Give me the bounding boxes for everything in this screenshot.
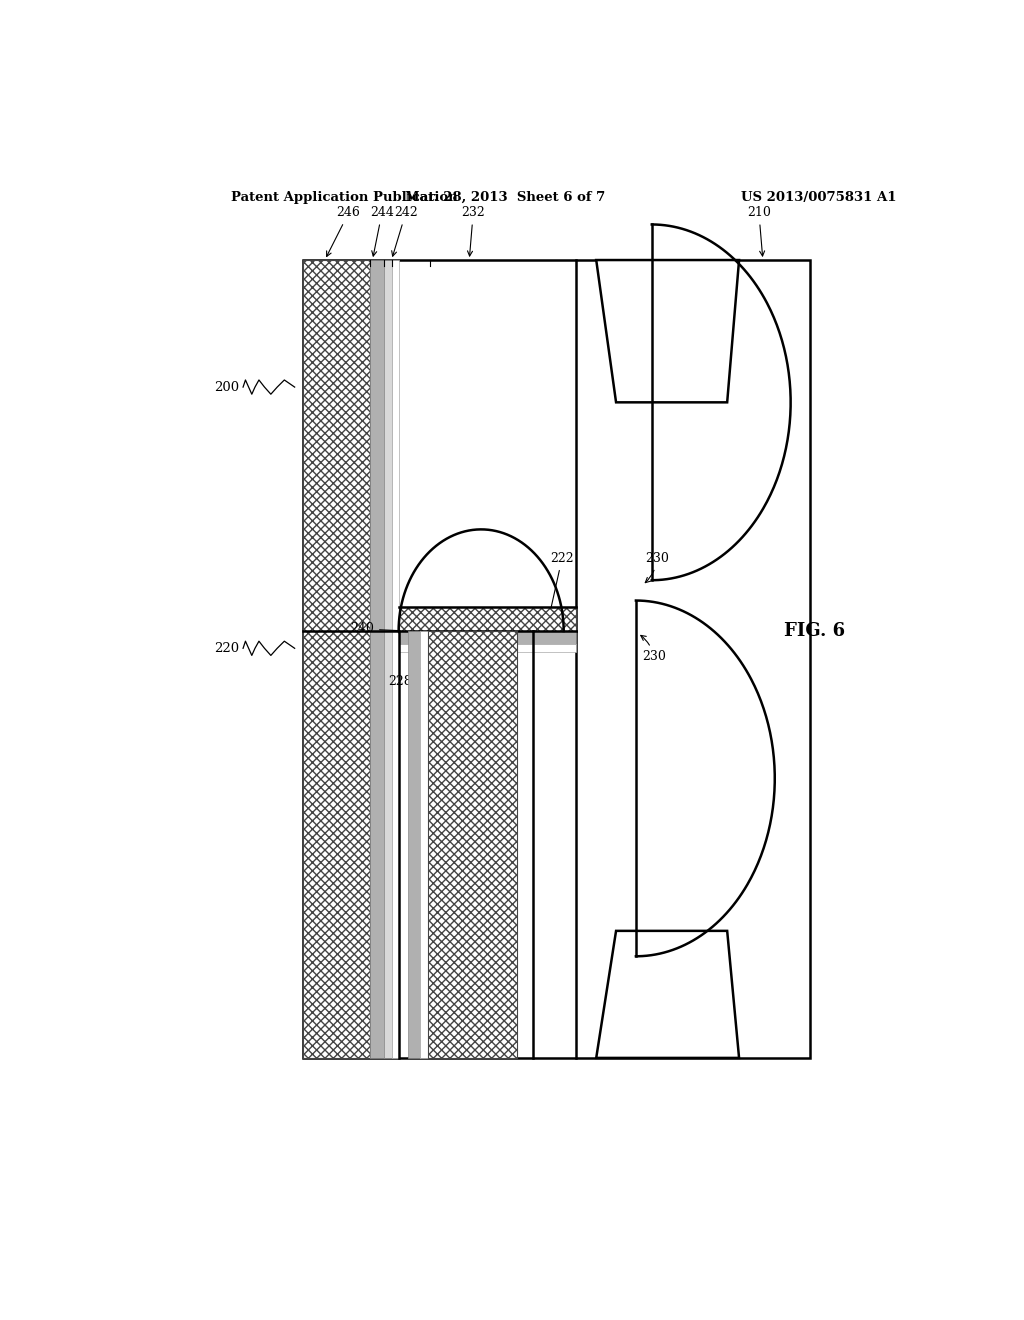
Bar xyxy=(409,631,420,1057)
Bar xyxy=(398,644,577,652)
Bar xyxy=(398,631,577,644)
Text: Patent Application Publication: Patent Application Publication xyxy=(231,190,458,203)
Polygon shape xyxy=(596,931,739,1057)
Bar xyxy=(384,260,392,1057)
Text: Mar. 28, 2013  Sheet 6 of 7: Mar. 28, 2013 Sheet 6 of 7 xyxy=(404,190,605,203)
Bar xyxy=(428,631,517,1057)
Text: 200: 200 xyxy=(214,380,240,393)
Text: 212: 212 xyxy=(643,981,669,993)
Text: 222: 222 xyxy=(547,552,573,622)
Text: 240: 240 xyxy=(350,623,404,635)
Text: 230: 230 xyxy=(645,552,670,582)
Polygon shape xyxy=(596,260,739,403)
Bar xyxy=(420,631,428,1057)
Text: 228: 228 xyxy=(388,663,434,688)
Bar xyxy=(392,260,398,1057)
Text: 224: 224 xyxy=(483,631,521,655)
Text: 230: 230 xyxy=(641,635,667,664)
Text: 212: 212 xyxy=(643,319,669,333)
Text: 242: 242 xyxy=(392,206,418,256)
Text: 244: 244 xyxy=(370,206,394,256)
Text: US 2013/0075831 A1: US 2013/0075831 A1 xyxy=(740,190,896,203)
Text: 246: 246 xyxy=(327,206,360,256)
Text: FIG. 6: FIG. 6 xyxy=(784,622,845,640)
Text: 232: 232 xyxy=(462,206,485,256)
Text: 220: 220 xyxy=(214,642,240,655)
Bar xyxy=(398,607,577,631)
Bar xyxy=(370,260,384,1057)
Text: 210: 210 xyxy=(746,206,771,256)
Bar xyxy=(303,260,811,1057)
Bar xyxy=(303,260,370,1057)
